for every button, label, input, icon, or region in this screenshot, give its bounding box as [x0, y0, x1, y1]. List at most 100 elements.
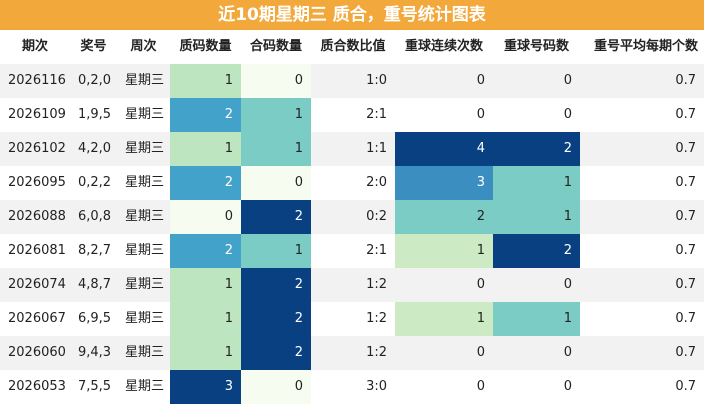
table-cell: 2026074: [0, 268, 70, 302]
table-cell: 1,9,5: [70, 98, 117, 132]
table-cell: 0: [395, 64, 493, 98]
table-cell: 4,8,7: [70, 268, 117, 302]
table-cell: 2026053: [0, 370, 70, 404]
table-cell: 3: [170, 370, 241, 404]
table-cell: 0: [493, 64, 580, 98]
table-cell: 2026102: [0, 132, 70, 166]
table-cell: 1: [395, 302, 493, 336]
table-cell: 0.7: [580, 166, 704, 200]
header-cell: 期次: [21, 39, 48, 54]
table-cell: 1:2: [311, 302, 395, 336]
table-cell: 星期三: [117, 234, 170, 268]
table-cell: 0: [493, 370, 580, 404]
table-cell: 1:2: [311, 336, 395, 370]
table-cell: 1:1: [311, 132, 395, 166]
table-cell: 星期三: [117, 302, 170, 336]
table-cell: 8,2,7: [70, 234, 117, 268]
table-cell: 2026116: [0, 64, 70, 98]
table-cell: 0: [493, 98, 580, 132]
table-cell: 1: [170, 64, 241, 98]
table-cell: 2: [241, 200, 311, 234]
table-cell: 0.7: [580, 336, 704, 370]
table-cell: 2026095: [0, 166, 70, 200]
table-cell: 2:0: [311, 166, 395, 200]
table-cell: 1: [493, 166, 580, 200]
table-cell: 4,2,0: [70, 132, 117, 166]
table-cell: 2: [241, 268, 311, 302]
table-cell: 7,5,5: [70, 370, 117, 404]
table-cell: 0: [395, 336, 493, 370]
table-cell: 0.7: [580, 132, 704, 166]
header-cell: 重号平均每期个数: [593, 39, 698, 54]
table-cell: 1: [170, 302, 241, 336]
header-cell: 周次: [130, 39, 157, 54]
table-cell: 0: [241, 370, 311, 404]
header-cell: 质码数量: [179, 39, 232, 54]
table-cell: 9,4,3: [70, 336, 117, 370]
table-cell: 星期三: [117, 370, 170, 404]
header-cell: 合码数量: [249, 39, 302, 54]
table-cell: 1: [493, 200, 580, 234]
table-cell: 3:0: [311, 370, 395, 404]
table-cell: 2: [170, 166, 241, 200]
table-cell: 0.7: [580, 302, 704, 336]
table-cell: 0.7: [580, 268, 704, 302]
table-cell: 0.7: [580, 200, 704, 234]
table-cell: 2: [170, 234, 241, 268]
table-cell: 1: [170, 336, 241, 370]
table-cell: 0.7: [580, 370, 704, 404]
table-cell: 2: [170, 98, 241, 132]
table-cell: 2: [241, 302, 311, 336]
table-cell: 0:2: [311, 200, 395, 234]
title: 近10期星期三 质合，重号统计图表: [0, 0, 704, 30]
table-cell: 0: [493, 336, 580, 370]
table-cell: 2026081: [0, 234, 70, 268]
table-cell: 1:0: [311, 64, 395, 98]
table-cell: 1: [395, 234, 493, 268]
table-cell: 1: [493, 302, 580, 336]
table-cell: 6,9,5: [70, 302, 117, 336]
table-cell: 2:1: [311, 98, 395, 132]
table-cell: 2026109: [0, 98, 70, 132]
table-cell: 0: [395, 98, 493, 132]
header-cell: 重球连续次数: [404, 39, 483, 54]
table-cell: 0,2,0: [70, 64, 117, 98]
table-cell: 星期三: [117, 200, 170, 234]
table-cell: 1: [241, 132, 311, 166]
header-cell: 重球号码数: [503, 39, 569, 54]
table-cell: 星期三: [117, 336, 170, 370]
table-cell: 2: [493, 234, 580, 268]
table-cell: 0.7: [580, 98, 704, 132]
table-cell: 星期三: [117, 268, 170, 302]
table-cell: 1: [241, 234, 311, 268]
table-cell: 0: [170, 200, 241, 234]
table-cell: 0.7: [580, 64, 704, 98]
table-cell: 0: [395, 370, 493, 404]
table-cell: 2026088: [0, 200, 70, 234]
table-cell: 0,2,2: [70, 166, 117, 200]
header-cell: 奖号: [80, 39, 107, 54]
table-cell: 2: [241, 336, 311, 370]
header-cell: 质合数比值: [320, 39, 386, 54]
table-cell: 6,0,8: [70, 200, 117, 234]
table-cell: 0: [241, 64, 311, 98]
table-cell: 星期三: [117, 64, 170, 98]
table-cell: 0.7: [580, 234, 704, 268]
table-cell: 2026060: [0, 336, 70, 370]
table-cell: 3: [395, 166, 493, 200]
table-cell: 1: [241, 98, 311, 132]
table-cell: 2: [493, 132, 580, 166]
table-cell: 星期三: [117, 166, 170, 200]
table-cell: 1:2: [311, 268, 395, 302]
table-cell: 星期三: [117, 132, 170, 166]
table-cell: 2026067: [0, 302, 70, 336]
table-cell: 1: [170, 132, 241, 166]
table-cell: 2: [395, 200, 493, 234]
table-cell: 0: [493, 268, 580, 302]
table-cell: 2:1: [311, 234, 395, 268]
table-cell: 1: [170, 268, 241, 302]
table-cell: 0: [395, 268, 493, 302]
table-cell: 4: [395, 132, 493, 166]
table-cell: 0: [241, 166, 311, 200]
